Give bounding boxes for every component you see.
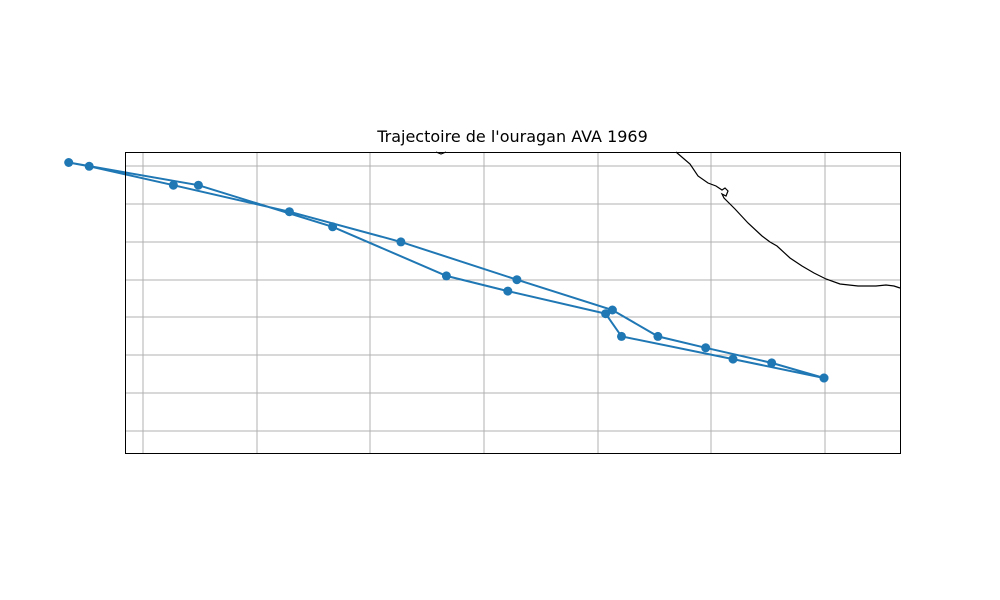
track-point-14: [607, 305, 617, 315]
track-point-15: [653, 331, 663, 341]
track-point-5: [441, 271, 451, 281]
chart-title: Trajectoire de l'ouragan AVA 1969: [377, 127, 648, 146]
track-point-17: [767, 358, 777, 368]
track-point-10: [168, 180, 178, 190]
plot-frame: [125, 152, 901, 454]
coastline: [675, 151, 901, 289]
track-point-12: [396, 237, 406, 247]
track-point-11: [284, 207, 294, 217]
track-point-13: [512, 275, 522, 285]
gridlines: [125, 152, 900, 453]
track-point-9: [84, 161, 94, 171]
track-point-1: [728, 354, 738, 364]
track-point-2: [617, 331, 626, 341]
track-point-16: [701, 343, 711, 353]
track-point-7: [193, 180, 203, 190]
track-point-4: [503, 286, 513, 296]
hurricane-track: [64, 158, 829, 383]
track-point-3: [601, 309, 611, 319]
track-point-8: [64, 158, 74, 167]
track-point-6: [328, 222, 338, 232]
track-point-18: [819, 373, 829, 383]
